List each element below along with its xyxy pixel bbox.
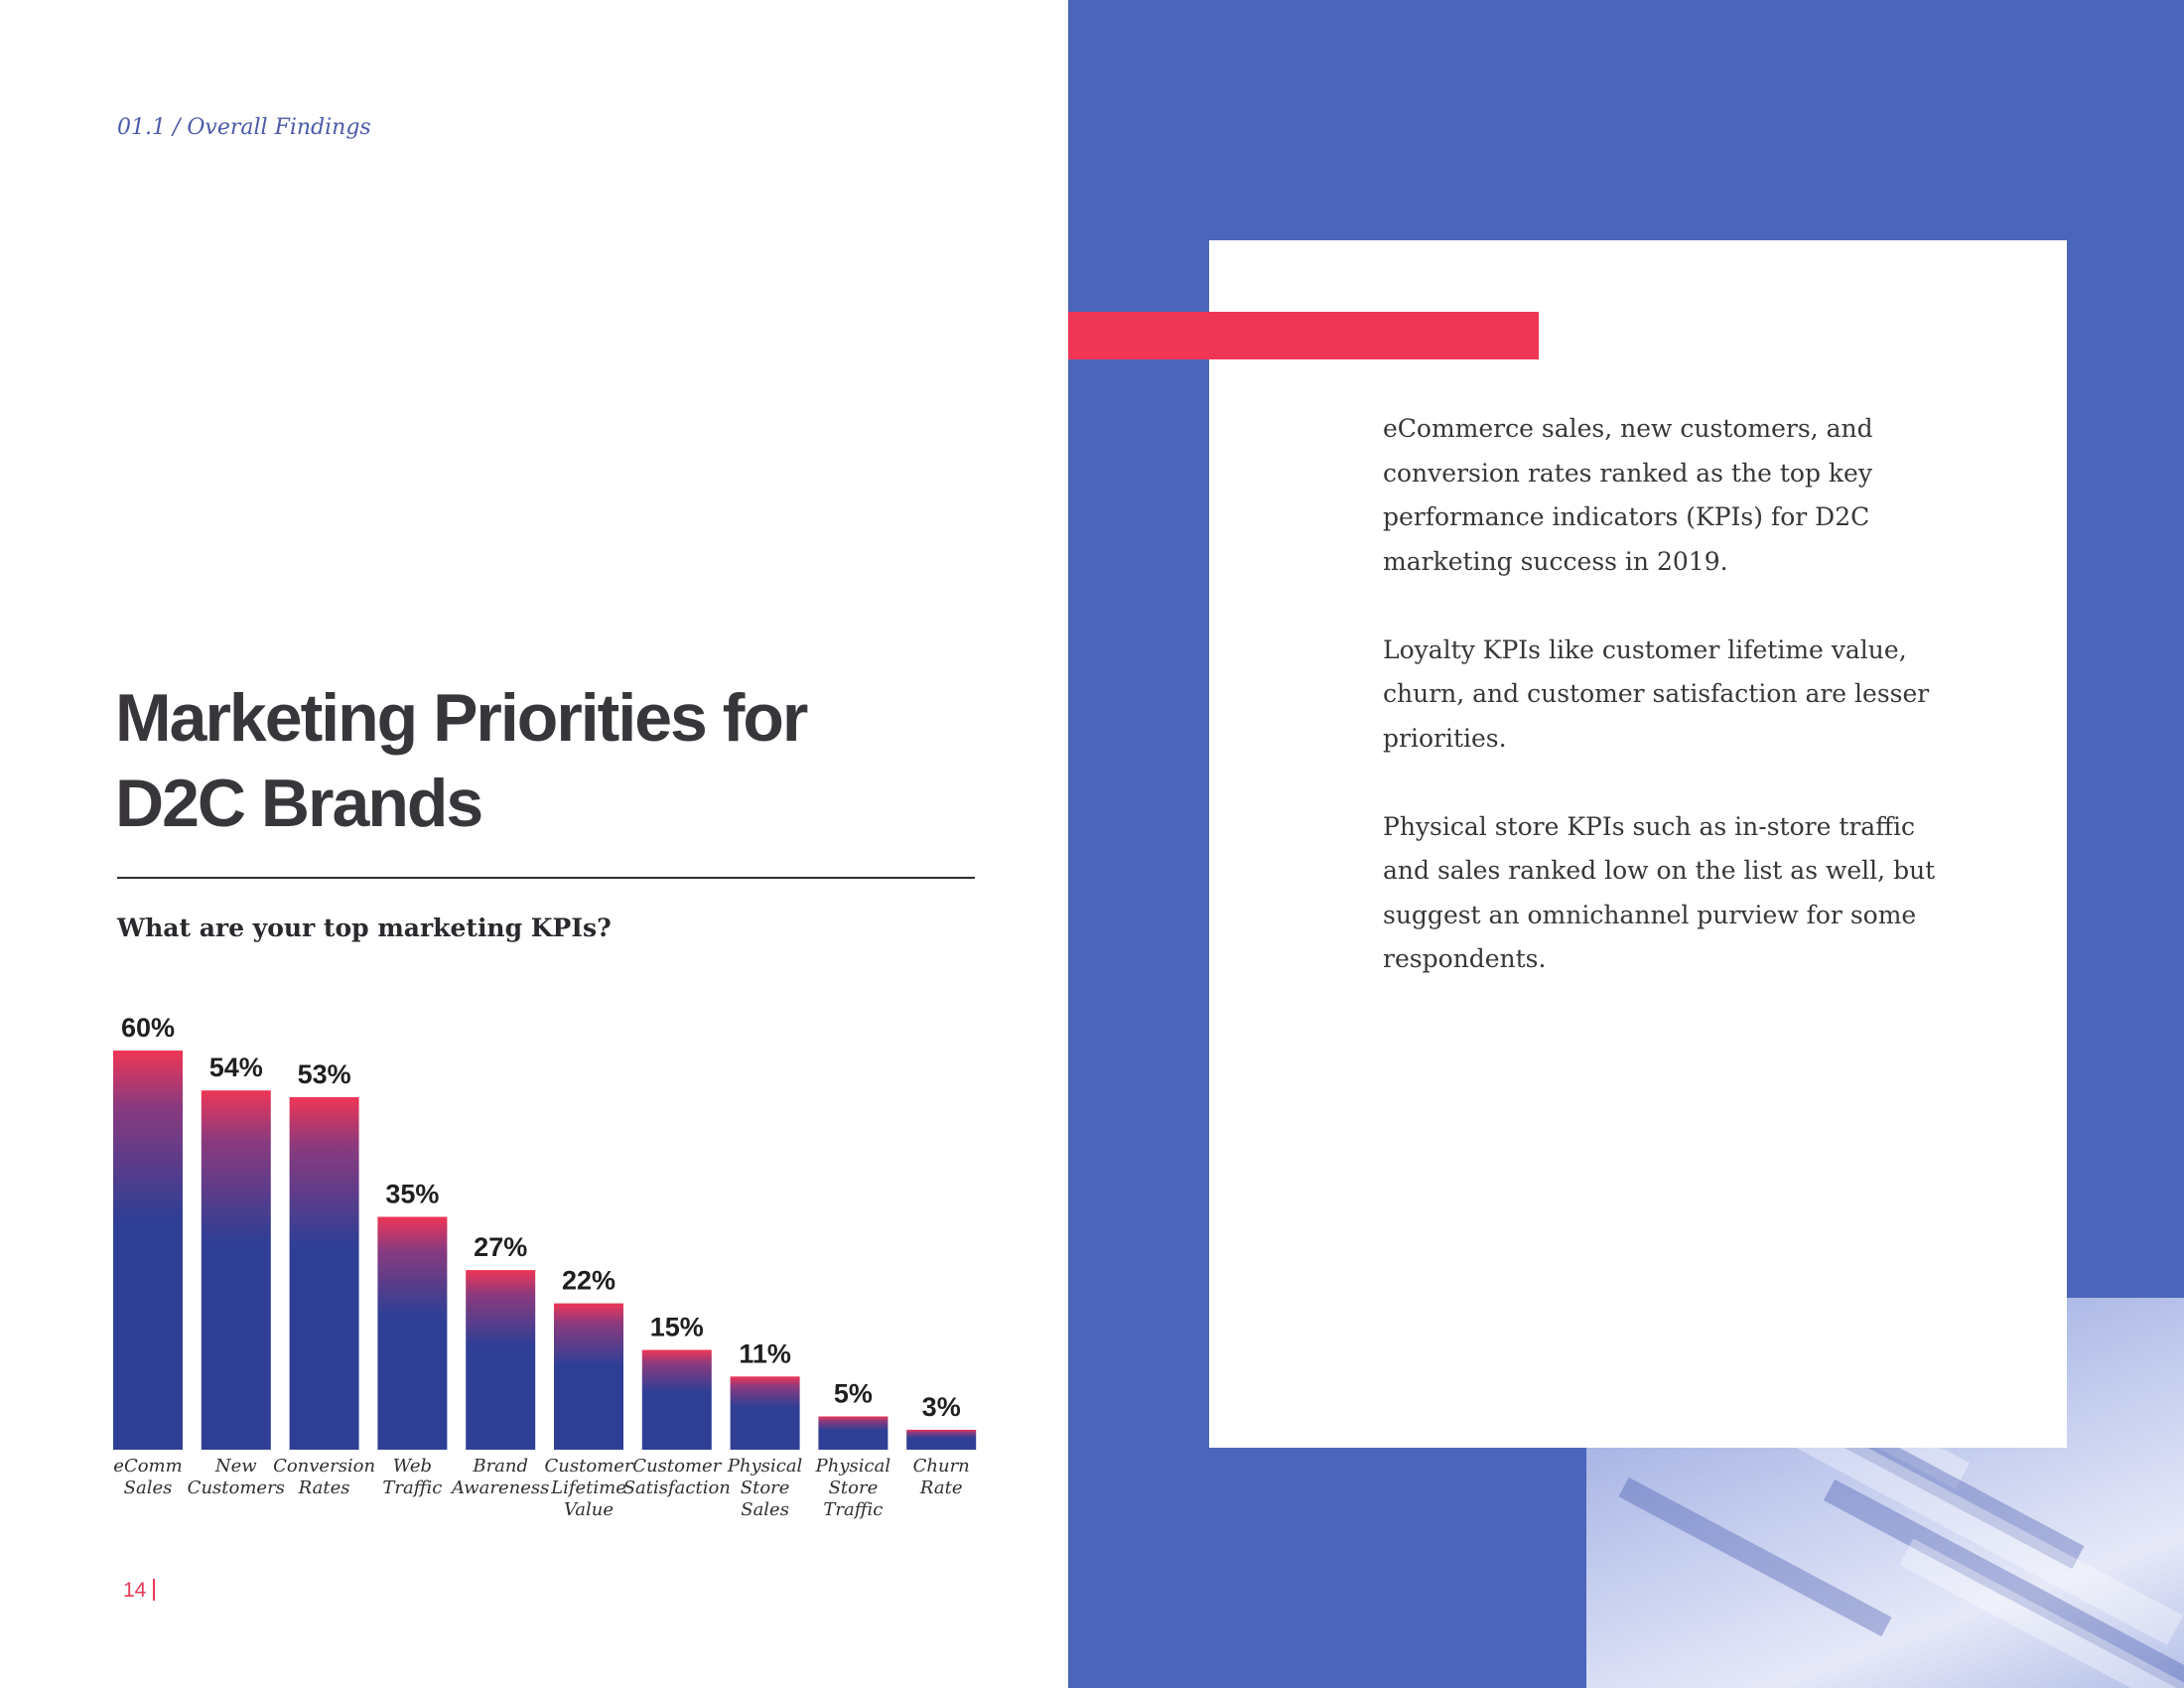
chart-bar: [554, 1303, 623, 1450]
accent-bar: [1068, 312, 1539, 359]
chart-category-label: New Customers: [188, 1456, 285, 1498]
chart-value-label: 60%: [121, 1013, 175, 1043]
chart-value-label: 22%: [562, 1266, 615, 1296]
chart-category-label: Churn Rate: [913, 1456, 970, 1498]
chart-bar: [730, 1376, 800, 1450]
summary-paragraph-3: Physical store KPIs such as in-store tra…: [1383, 811, 1936, 974]
kpi-bar-chart: 60% 54% 53% 35% 27% 22% 15% 11% 5% 3% eComm SalesN…: [113, 1013, 977, 1520]
chart-category-label: eComm Sales: [113, 1456, 182, 1498]
page-title-line-1: Marketing Priorities for: [115, 680, 808, 756]
title-divider: [117, 877, 975, 879]
section-label: 01.1 / Overall Findings: [117, 115, 371, 140]
page-number: 14: [123, 1579, 147, 1602]
chart-bar: [818, 1416, 888, 1450]
chart-value-label: 5%: [834, 1379, 873, 1409]
summary-paragraph-1: eCommerce sales, new customers, and conv…: [1383, 414, 1873, 576]
chart-bar: [377, 1216, 448, 1450]
chart-bar: [641, 1349, 712, 1450]
chart-category-label: Customer Satisfaction: [623, 1456, 731, 1498]
page-title-line-2: D2C Brands: [115, 766, 483, 841]
chart-category-label: Brand Awareness: [450, 1456, 549, 1498]
summary-paragraph-2: Loyalty KPIs like customer lifetime valu…: [1383, 634, 1930, 753]
page-title: Marketing Priorities for D2C Brands: [115, 675, 989, 846]
chart-value-label: 11%: [739, 1338, 791, 1368]
chart-value-label: 54%: [209, 1053, 263, 1082]
chart-category-label: Physical Store Sales: [727, 1456, 803, 1520]
chart-bars: [113, 1051, 977, 1450]
chart-category-label: Conversion Rates: [273, 1456, 375, 1498]
page-number-divider: [153, 1579, 155, 1601]
chart-value-label: 3%: [922, 1392, 961, 1422]
chart-question: What are your top marketing KPIs?: [117, 914, 612, 942]
chart-bar: [201, 1090, 271, 1450]
chart-value-labels: 60% 54% 53% 35% 27% 22% 15% 11% 5% 3%: [121, 1013, 961, 1422]
chart-value-label: 15%: [650, 1313, 704, 1342]
chart-value-label: 53%: [298, 1059, 351, 1089]
chart-bar: [113, 1051, 183, 1450]
chart-category-label: Web Traffic: [382, 1456, 442, 1498]
chart-bar: [289, 1096, 359, 1450]
chart-bar: [466, 1270, 536, 1450]
summary-text: eCommerce sales, new customers, and conv…: [1383, 407, 1969, 1026]
chart-bar: [906, 1429, 977, 1450]
chart-category-label: Physical Store Traffic: [815, 1456, 891, 1520]
chart-value-label: 35%: [385, 1180, 439, 1209]
summary-card: [1209, 240, 2067, 1448]
chart-value-label: 27%: [474, 1232, 527, 1262]
chart-category-label: Customer Lifetime Value: [545, 1456, 634, 1520]
